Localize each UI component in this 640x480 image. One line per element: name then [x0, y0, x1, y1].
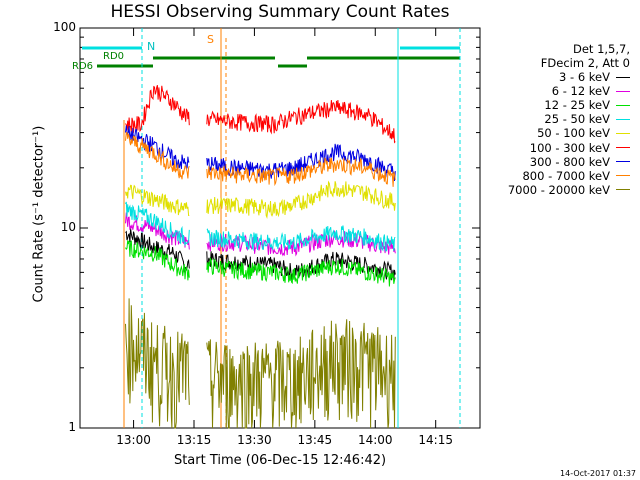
series-line-4: [125, 180, 396, 219]
legend-label: 7000 - 20000 keV: [507, 182, 610, 197]
series-line-5: [125, 85, 396, 144]
marker-n: N: [147, 40, 156, 53]
legend-swatch: [616, 90, 630, 92]
x-axis-label: Start Time (06-Dec-15 12:46:42): [173, 453, 387, 468]
attenuator-bars: [82, 46, 460, 68]
x-tick-label: 14:00: [357, 433, 393, 447]
legend-header-1: Det 1,5,7,: [572, 42, 630, 56]
legend-item: 12 - 25 keV: [488, 98, 630, 112]
chart-title: HESSI Observing Summary Count Rates: [110, 2, 450, 22]
legend-swatch: [616, 132, 630, 134]
legend-item: 50 - 100 keV: [488, 126, 630, 140]
legend-item: 300 - 800 keV: [488, 155, 630, 169]
x-tick-label: 13:30: [237, 433, 272, 447]
legend: Det 1,5,7, FDecim 2, Att 0 3 - 6 keV 6 - …: [488, 42, 630, 197]
legend-swatch: [616, 147, 630, 149]
legend-swatch: [616, 175, 630, 177]
legend-label: 50 - 100 keV: [537, 126, 610, 141]
series-line-8: [125, 298, 396, 429]
series-line-3: [125, 201, 396, 252]
legend-item: 100 - 300 keV: [488, 140, 630, 155]
legend-label: 3 - 6 keV: [559, 70, 610, 85]
series-line-6: [125, 125, 396, 181]
x-tick-label: 13:00: [116, 433, 151, 447]
legend-swatch: [616, 161, 630, 163]
x-tick-label: 13:45: [297, 433, 333, 447]
y-tick-label: 1: [68, 420, 76, 434]
x-tick-label: 14:15: [418, 433, 453, 447]
marker-s: S: [207, 33, 214, 46]
legend-item: 3 - 6 keV: [488, 70, 630, 84]
legend-item: 7000 - 20000 keV: [488, 183, 630, 197]
legend-label: 25 - 50 keV: [544, 112, 610, 127]
y-tick-label: 100: [53, 20, 76, 34]
event-lines: [123, 28, 461, 428]
y-tick-label: 10: [60, 220, 76, 234]
legend-header-2: FDecim 2, Att 0: [540, 56, 630, 70]
legend-label: 12 - 25 keV: [544, 98, 610, 113]
legend-item: 800 - 7000 keV: [488, 169, 630, 183]
legend-item: 25 - 50 keV: [488, 112, 630, 126]
legend-label: 6 - 12 keV: [551, 84, 610, 99]
legend-swatch: [616, 189, 630, 191]
timestamp: 14-Oct-2017 01:37: [560, 469, 636, 478]
y-axis-ticks: [80, 36, 480, 429]
y-axis-label: Count Rate (s⁻¹ detector⁻¹): [31, 125, 47, 303]
legend-label: 100 - 300 keV: [529, 140, 610, 155]
legend-swatch: [616, 118, 630, 120]
series-group: [125, 85, 396, 429]
legend-label: 800 - 7000 keV: [522, 168, 610, 183]
marker-rd6: RD6: [72, 61, 94, 72]
legend-swatch: [616, 104, 630, 106]
marker-rd0: RD0: [103, 51, 125, 62]
series-line-7: [125, 132, 396, 187]
legend-item: 6 - 12 keV: [488, 84, 630, 98]
x-tick-label: 13:15: [176, 433, 212, 447]
series-line-2: [125, 240, 396, 287]
legend-swatch: [616, 76, 630, 78]
legend-rows: 3 - 6 keV 6 - 12 keV 12 - 25 keV 25 - 50 ke…: [488, 70, 630, 197]
x-axis-ticks: [133, 28, 437, 428]
legend-label: 300 - 800 keV: [529, 154, 610, 169]
